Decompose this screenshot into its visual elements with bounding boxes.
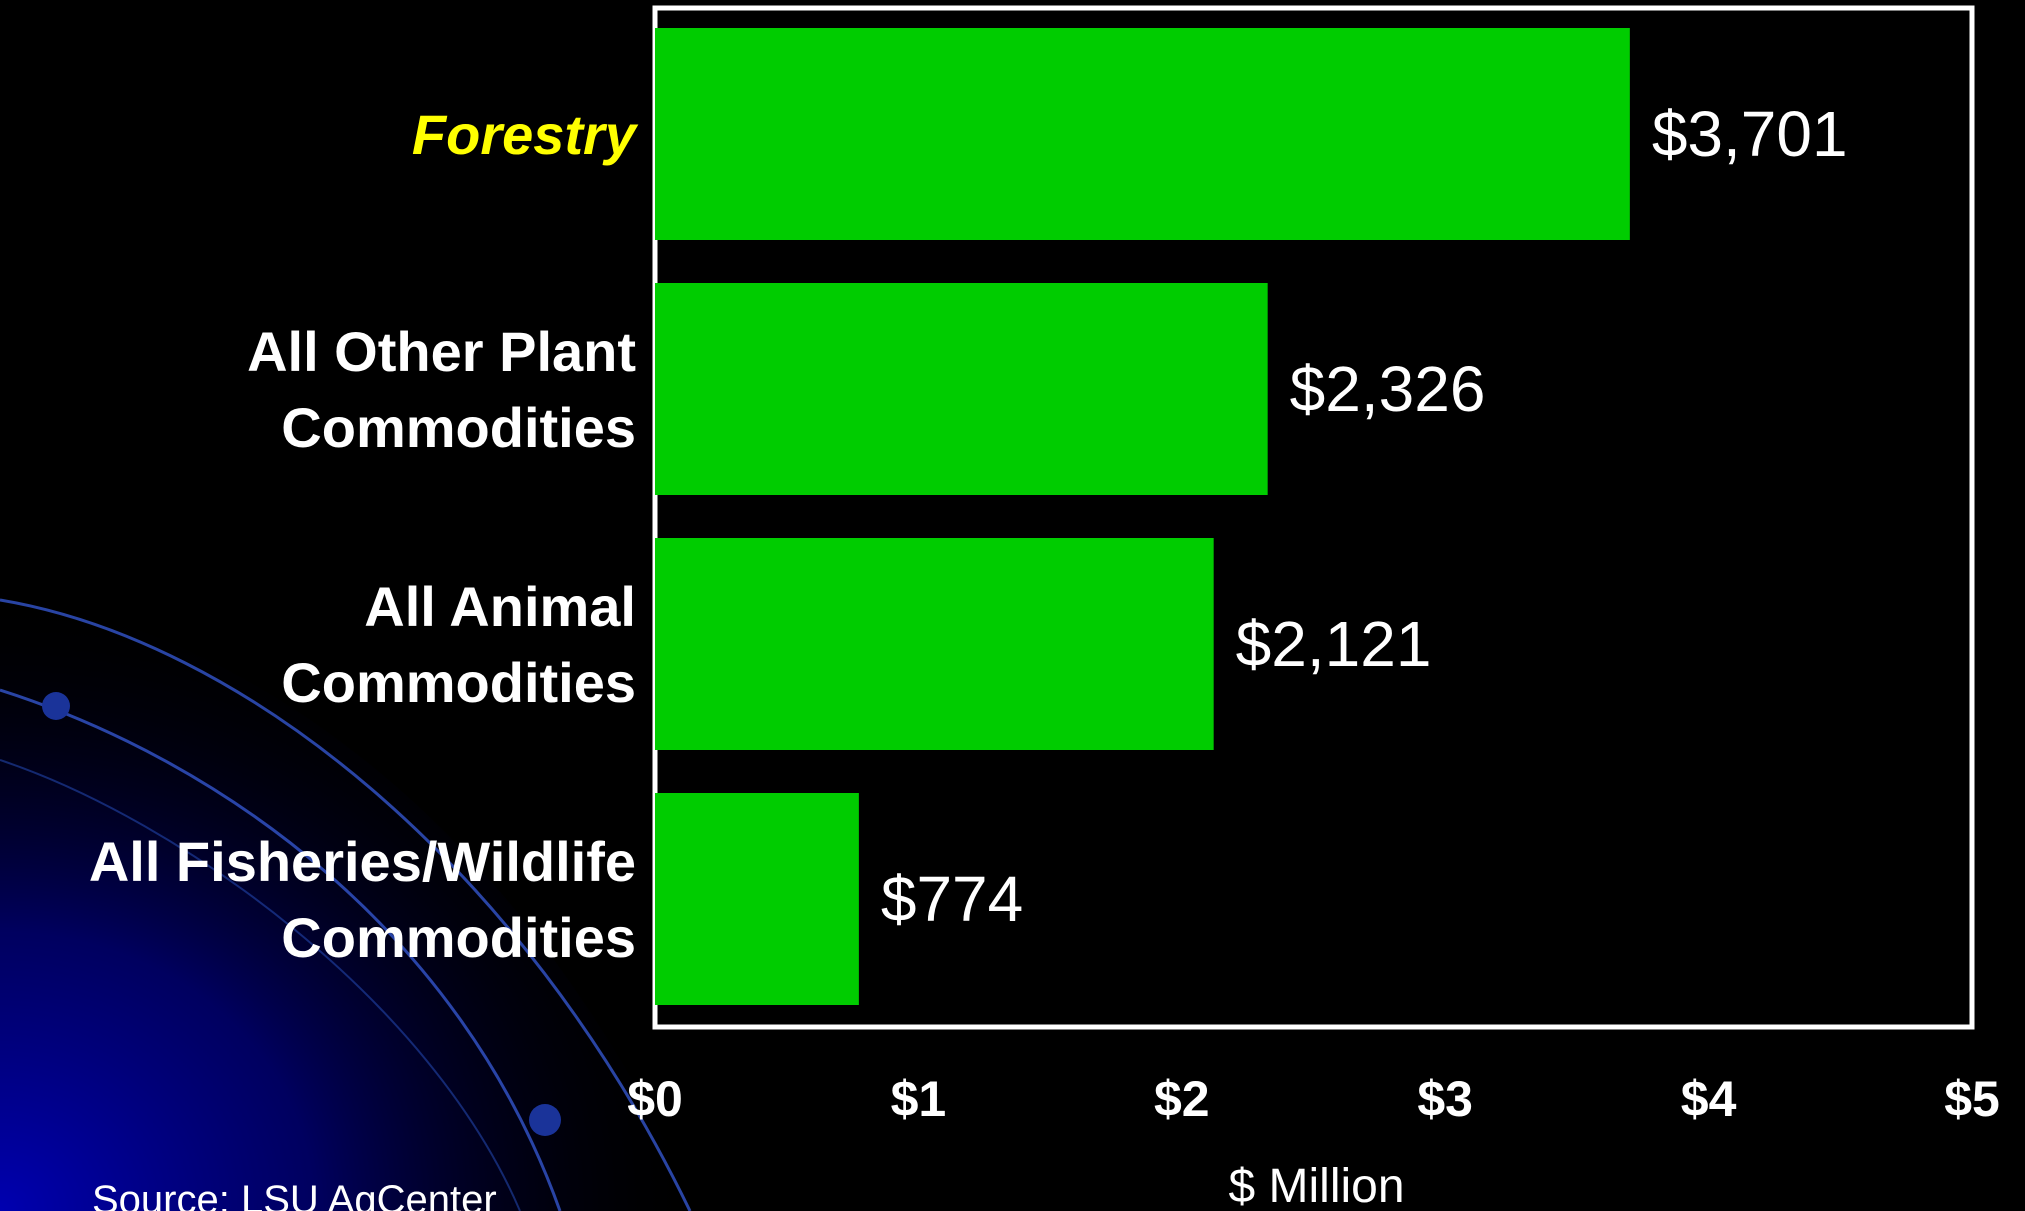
x-tick-label-2: $2	[1154, 1071, 1210, 1127]
category-label-1-line-0: All Other Plant	[247, 320, 636, 383]
category-label-1-line-1: Commodities	[281, 396, 636, 459]
x-tick-label-0: $0	[627, 1071, 683, 1127]
data-label-0: $3,701	[1652, 98, 1848, 170]
data-label-2: $2,121	[1236, 608, 1432, 680]
x-tick-label-4: $4	[1681, 1071, 1737, 1127]
category-label-2-line-0: All Animal	[364, 575, 636, 638]
deco-dot-2	[529, 1104, 561, 1136]
bar-0	[655, 28, 1630, 240]
x-tick-label-5: $5	[1944, 1071, 2000, 1127]
category-label-0-line-0: Forestry	[412, 103, 639, 166]
category-label-3-line-0: All Fisheries/Wildlife	[89, 830, 636, 893]
deco-dot-1	[42, 692, 70, 720]
x-axis-label: $ Million	[1228, 1160, 1404, 1211]
plot-frame	[652, 5, 1975, 1030]
x-tick-label-1: $1	[891, 1071, 947, 1127]
data-label-3: $774	[881, 863, 1023, 935]
bar-1	[655, 283, 1268, 495]
category-label-2-line-1: Commodities	[281, 651, 636, 714]
data-label-1: $2,326	[1290, 353, 1486, 425]
source-note: Source: LSU AgCenter	[92, 1178, 497, 1211]
bar-2	[655, 538, 1214, 750]
bar-3	[655, 793, 859, 1005]
category-label-3-line-1: Commodities	[281, 906, 636, 969]
x-tick-label-3: $3	[1417, 1071, 1473, 1127]
